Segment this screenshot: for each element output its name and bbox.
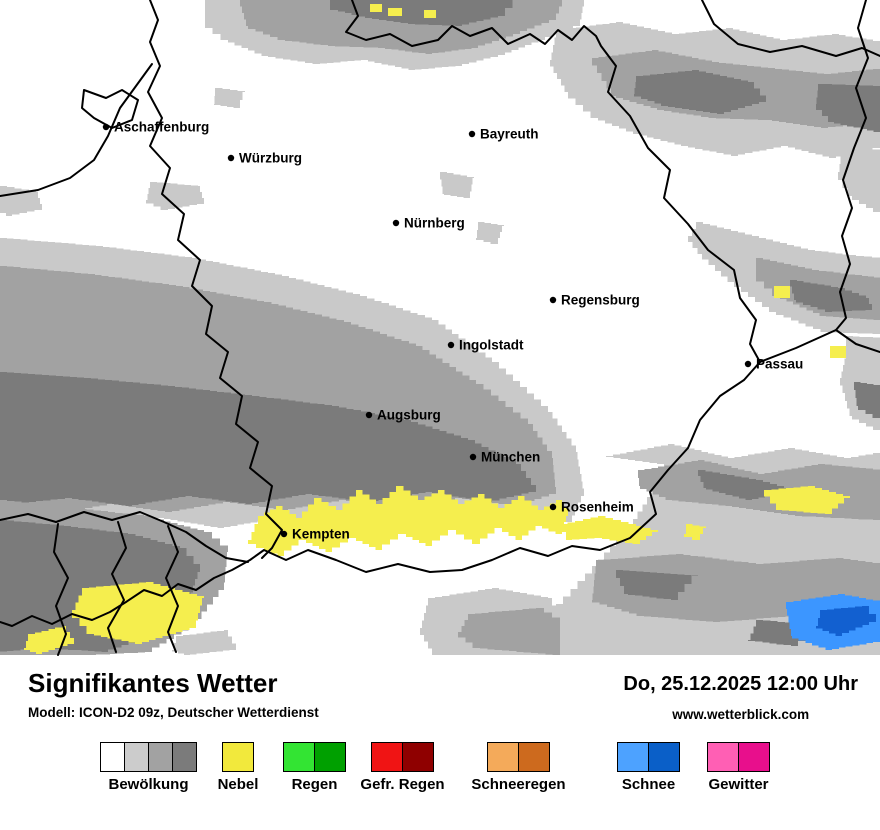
city-label-Bayreuth: Bayreuth bbox=[480, 127, 539, 142]
city-dot-Ingolstadt bbox=[447, 341, 455, 349]
cloud-region bbox=[634, 70, 766, 114]
legend-swatch bbox=[518, 742, 550, 772]
border-line bbox=[0, 361, 761, 627]
fog-region bbox=[24, 626, 74, 654]
border-line bbox=[81, 89, 139, 129]
cloud-region bbox=[790, 280, 872, 312]
city-label-Nürnberg: Nürnberg bbox=[404, 216, 465, 231]
legend-swatch bbox=[172, 742, 197, 772]
city-dot-Bayreuth bbox=[468, 130, 476, 138]
fog-region bbox=[830, 346, 846, 358]
legend-group-bew-lkung: Bewölkung bbox=[100, 742, 197, 793]
city-dot-Augsburg bbox=[365, 411, 373, 419]
border-line bbox=[107, 521, 127, 653]
city-label-Augsburg: Augsburg bbox=[377, 408, 441, 423]
legend-label: Schnee bbox=[621, 776, 676, 793]
city-dot-München bbox=[469, 453, 477, 461]
legend-group-gewitter: Gewitter bbox=[707, 742, 770, 793]
cloud-region bbox=[214, 88, 245, 108]
city-label-Passau: Passau bbox=[756, 357, 803, 372]
legend: Bewölkung Nebel Regen Gefr. Regen Schneerege… bbox=[0, 742, 880, 826]
border-line bbox=[147, 0, 283, 559]
cloud-region bbox=[458, 608, 560, 655]
city-label-Aschaffenburg: Aschaffenburg bbox=[114, 120, 209, 135]
legend-swatch bbox=[100, 742, 125, 772]
legend-label: Nebel bbox=[217, 776, 259, 793]
fog-region bbox=[388, 8, 402, 16]
legend-label: Gefr. Regen bbox=[360, 776, 445, 793]
legend-group-schnee: Schnee bbox=[617, 742, 680, 793]
snow-region bbox=[816, 606, 876, 636]
legend-group-gefr-regen: Gefr. Regen bbox=[360, 742, 445, 793]
cloud-region bbox=[440, 172, 474, 198]
page-title: Signifikantes Wetter bbox=[28, 668, 278, 698]
fog-region bbox=[560, 516, 658, 544]
footer-right: Do, 25.12.2025 12:00 Uhr www.wetterblick… bbox=[623, 670, 858, 722]
legend-swatch bbox=[148, 742, 173, 772]
fog-region bbox=[774, 286, 790, 298]
city-dot-Aschaffenburg bbox=[102, 123, 110, 131]
city-label-Ingolstadt: Ingolstadt bbox=[459, 338, 524, 353]
legend-swatch bbox=[124, 742, 149, 772]
footer-left: Signifikantes Wetter Modell: ICON-D2 09z… bbox=[28, 668, 319, 721]
city-dot-Passau bbox=[744, 360, 752, 368]
fog-region bbox=[72, 582, 204, 644]
legend-swatch bbox=[648, 742, 680, 772]
cloud-region bbox=[172, 630, 236, 655]
cloud-region bbox=[476, 222, 504, 244]
fog-region bbox=[764, 486, 850, 514]
cloud-region bbox=[854, 382, 880, 418]
map-svg: Aschaffenburg Würzburg Bayreuth Nürnberg Reg… bbox=[0, 0, 880, 656]
legend-label: Gewitter bbox=[708, 776, 769, 793]
legend-swatch bbox=[283, 742, 315, 772]
legend-swatch bbox=[371, 742, 403, 772]
city-label-Würzburg: Würzburg bbox=[239, 151, 302, 166]
cloud-region bbox=[816, 84, 880, 132]
city-dot-Nürnberg bbox=[392, 219, 400, 227]
legend-group-regen: Regen bbox=[283, 742, 346, 793]
border-line bbox=[759, 329, 837, 363]
city-label-Rosenheim: Rosenheim bbox=[561, 500, 634, 515]
legend-swatch bbox=[617, 742, 649, 772]
datetime-label: Do, 25.12.2025 12:00 Uhr bbox=[623, 673, 858, 695]
footer: Signifikantes Wetter Modell: ICON-D2 09z… bbox=[0, 660, 880, 722]
legend-label: Schneeregen bbox=[471, 776, 566, 793]
city-label-Regensburg: Regensburg bbox=[561, 293, 640, 308]
border-line bbox=[835, 0, 880, 353]
model-info: Modell: ICON-D2 09z, Deutscher Wetterdie… bbox=[28, 705, 319, 721]
city-label-München: München bbox=[481, 450, 540, 465]
cloud-region bbox=[616, 570, 698, 600]
fog-region bbox=[424, 10, 436, 18]
fog-region bbox=[684, 524, 706, 540]
city-label-Kempten: Kempten bbox=[292, 527, 350, 542]
city-dot-Würzburg bbox=[227, 154, 235, 162]
cloud-region bbox=[0, 372, 536, 506]
city-dot-Regensburg bbox=[549, 296, 557, 304]
legend-swatch bbox=[314, 742, 346, 772]
border-line bbox=[345, 0, 761, 363]
border-line bbox=[701, 0, 880, 57]
fog-region bbox=[248, 486, 568, 556]
legend-swatch bbox=[738, 742, 770, 772]
website-label: www.wetterblick.com bbox=[672, 707, 810, 722]
border-line bbox=[53, 523, 69, 656]
legend-swatch bbox=[402, 742, 434, 772]
border-line bbox=[0, 63, 153, 197]
city-dot-Rosenheim bbox=[549, 503, 557, 511]
legend-swatch bbox=[487, 742, 519, 772]
cloud-region bbox=[146, 182, 204, 210]
fog-region bbox=[370, 4, 382, 12]
legend-swatch bbox=[222, 742, 254, 772]
border-line bbox=[0, 511, 249, 563]
legend-label: Regen bbox=[291, 776, 338, 793]
legend-group-schneeregen: Schneeregen bbox=[471, 742, 566, 793]
weather-map: Aschaffenburg Würzburg Bayreuth Nürnberg Reg… bbox=[0, 0, 880, 656]
legend-group-nebel: Nebel bbox=[218, 742, 258, 793]
legend-label: Bewölkung bbox=[108, 776, 189, 793]
city-dot-Kempten bbox=[280, 530, 288, 538]
border-line bbox=[165, 525, 179, 653]
legend-swatch bbox=[707, 742, 739, 772]
